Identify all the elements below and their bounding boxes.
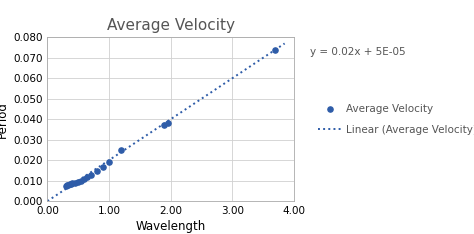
Average Velocity [77,179,85,183]
Average Velocity [93,169,100,172]
Average Velocity [74,180,82,184]
Average Velocity [83,175,91,179]
Line: Linear (Average Velocity): Linear (Average Velocity) [47,44,284,201]
Text: y = 0.02x + 5E-05: y = 0.02x + 5E-05 [310,47,406,57]
Average Velocity [64,183,72,187]
Linear (Average Velocity) [260,57,265,60]
Y-axis label: Period: Period [0,101,9,138]
Average Velocity [66,183,73,186]
Average Velocity [81,177,88,181]
Linear (Average Velocity) [245,67,250,70]
Average Velocity [71,181,79,185]
Average Velocity [62,184,70,188]
Average Velocity [105,161,113,164]
Average Velocity [68,181,76,185]
Linear (Average Velocity) [46,199,51,202]
Linear (Average Velocity) [282,42,287,45]
X-axis label: Wavelength: Wavelength [136,220,206,233]
Linear (Average Velocity) [185,106,191,109]
Legend: Average Velocity, Linear (Average Velocity): Average Velocity, Linear (Average Veloci… [314,100,474,139]
Average Velocity [87,173,94,176]
Average Velocity [272,48,279,51]
Average Velocity [118,148,125,152]
Average Velocity [67,182,74,186]
Linear (Average Velocity) [186,106,191,109]
Linear (Average Velocity) [45,200,50,203]
Average Velocity [99,166,107,169]
Title: Average Velocity: Average Velocity [107,18,235,33]
Linear (Average Velocity) [190,103,195,106]
Average Velocity [164,121,172,125]
Average Velocity [161,124,168,127]
Average Velocity [64,183,71,187]
